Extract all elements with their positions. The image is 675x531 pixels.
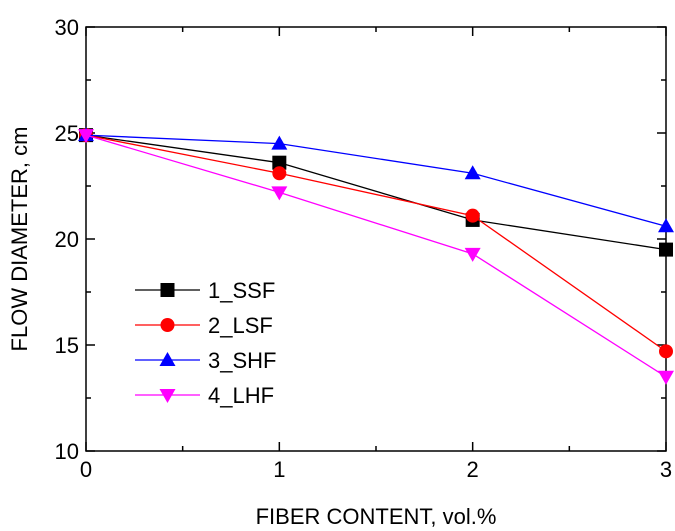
- legend-marker: [159, 352, 176, 366]
- x-tick-label: 1: [273, 457, 285, 482]
- legend-label: 4_LHF: [208, 383, 274, 408]
- series-line: [85, 134, 667, 378]
- series-layer: [78, 127, 674, 385]
- data-point: [78, 129, 94, 144]
- x-tick-label: 0: [80, 457, 92, 482]
- y-tick-label: 30: [55, 15, 79, 40]
- plot-frame: [85, 26, 667, 452]
- data-point: [465, 208, 480, 223]
- series-4-lhf: [78, 129, 674, 385]
- data-point: [659, 344, 673, 359]
- y-tick-label: 20: [55, 227, 79, 252]
- data-point: [464, 165, 481, 180]
- legend-item: 2_LSF: [135, 313, 273, 338]
- data-point: [659, 242, 673, 257]
- series-1-ssf: [79, 128, 673, 257]
- legend-item: 1_SSF: [135, 278, 275, 303]
- series-line: [85, 134, 667, 227]
- legend-marker: [160, 318, 175, 332]
- data-point: [658, 218, 674, 233]
- data-point: [464, 247, 481, 262]
- legend-item: 3_SHF: [135, 348, 276, 373]
- data-point: [272, 166, 287, 181]
- y-tick-label: 10: [55, 439, 79, 464]
- series-line: [85, 134, 667, 352]
- y-tick-label: 15: [55, 333, 79, 358]
- x-tick-label: 3: [660, 457, 672, 482]
- legend-item: 4_LHF: [135, 383, 274, 408]
- legend: 1_SSF 2_LSF 3_SHF 4_LHF: [135, 278, 276, 408]
- legend-marker: [160, 283, 175, 297]
- axis-ticks: [85, 26, 667, 452]
- x-axis-title: FIBER CONTENT, vol.%: [256, 504, 497, 529]
- data-point: [272, 155, 287, 170]
- y-tick-label: 25: [55, 121, 79, 146]
- data-point: [658, 370, 674, 385]
- legend-label: 1_SSF: [208, 278, 275, 303]
- series-line: [85, 134, 667, 251]
- tick-labels: 0 1 2 3 10 15 20 25 30: [55, 15, 673, 482]
- y-axis-title: FLOW DIAMETER, cm: [7, 127, 32, 352]
- x-tick-label: 2: [467, 457, 479, 482]
- data-point: [271, 186, 288, 201]
- series-3-shf: [78, 127, 674, 233]
- legend-label: 3_SHF: [208, 348, 276, 373]
- legend-marker: [159, 389, 176, 403]
- legend-label: 2_LSF: [208, 313, 273, 338]
- data-point: [271, 135, 288, 150]
